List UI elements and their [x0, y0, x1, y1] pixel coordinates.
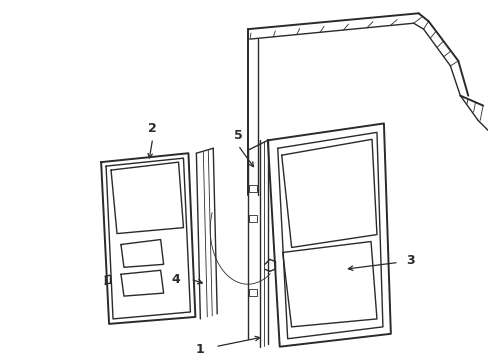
- Text: 3: 3: [406, 254, 415, 267]
- FancyBboxPatch shape: [249, 185, 257, 192]
- Text: 5: 5: [234, 129, 243, 142]
- Text: 1: 1: [196, 343, 205, 356]
- Text: 2: 2: [148, 122, 157, 135]
- FancyBboxPatch shape: [249, 215, 257, 222]
- FancyBboxPatch shape: [249, 289, 257, 296]
- Text: 4: 4: [171, 273, 180, 286]
